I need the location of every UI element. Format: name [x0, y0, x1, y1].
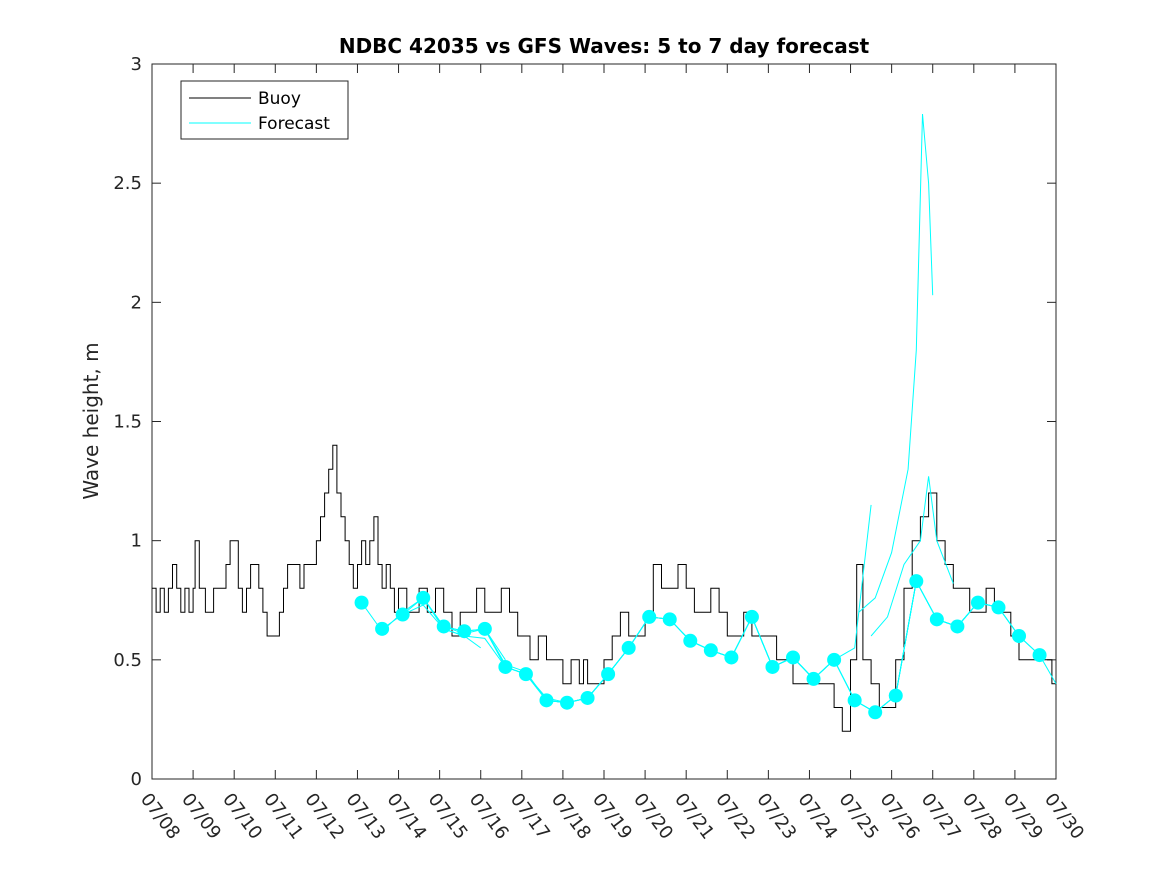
forecast-point [970, 595, 985, 610]
forecast-point [765, 659, 780, 674]
forecast-point [1012, 629, 1027, 643]
forecast-point [1032, 648, 1047, 663]
legend-box [180, 80, 349, 140]
forecast-point [477, 621, 492, 636]
forecast-point [868, 705, 883, 720]
forecast-point [436, 619, 451, 634]
forecast-point [683, 633, 698, 648]
forecast-point [888, 688, 903, 703]
forecast-point [354, 595, 369, 610]
y-tick-label: 0.5 [113, 650, 142, 671]
forecast-point [950, 619, 965, 634]
forecast-point [847, 693, 862, 708]
forecast-point [744, 609, 759, 624]
forecast-point [662, 612, 677, 627]
chart-title: NDBC 42035 vs GFS Waves: 5 to 7 day fore… [339, 34, 870, 58]
legend-buoy-label: Buoy [258, 89, 301, 109]
forecast-point [580, 690, 595, 705]
forecast-point [375, 621, 390, 636]
y-tick-label: 0 [131, 769, 142, 790]
forecast-point [395, 607, 410, 622]
y-tick-label: 2.5 [113, 173, 142, 194]
y-axis-label: Wave height, m [79, 342, 103, 499]
forecast-point [642, 609, 657, 624]
y-tick-label: 2 [131, 292, 142, 313]
forecast-point [724, 650, 739, 665]
forecast-point [416, 590, 431, 605]
forecast-point [539, 693, 554, 708]
forecast-point [703, 643, 718, 658]
y-tick-label: 1.5 [113, 412, 142, 433]
forecast-point [498, 659, 513, 674]
forecast-point [786, 650, 801, 665]
forecast-point [621, 640, 636, 655]
forecast-series-line [858, 113, 934, 613]
forecast-point [457, 624, 472, 639]
forecast-series-line [870, 476, 954, 637]
legend: Buoy Forecast [180, 80, 349, 140]
y-tick-label: 1 [131, 531, 142, 552]
forecast-point [806, 671, 821, 686]
forecast-point [518, 667, 533, 682]
legend-forecast-label: Forecast [258, 114, 330, 134]
forecast-point [929, 612, 944, 627]
plot-area: 00.511.522.5307/0807/0907/1007/1107/1207… [113, 54, 1088, 843]
forecast-point [909, 574, 924, 589]
forecast-point [560, 695, 575, 710]
forecast-point [827, 652, 842, 667]
y-tick-label: 3 [131, 54, 142, 75]
forecast-point [601, 667, 616, 682]
forecast-point [991, 600, 1006, 615]
